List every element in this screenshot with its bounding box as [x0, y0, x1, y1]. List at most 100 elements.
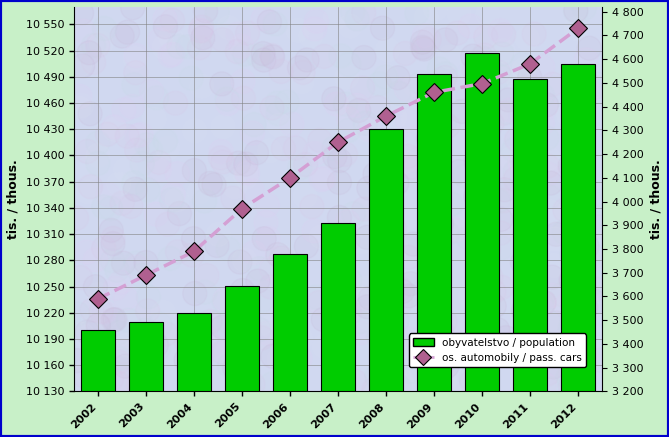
Point	[374, 80, 385, 87]
Point	[355, 329, 366, 336]
Point	[558, 347, 569, 354]
Point	[378, 370, 389, 377]
Point	[132, 132, 142, 139]
Point	[395, 285, 405, 292]
Point	[526, 181, 537, 188]
Point	[496, 51, 507, 58]
Point	[490, 113, 501, 120]
Point	[301, 243, 312, 250]
Point	[159, 44, 169, 51]
Point	[522, 35, 533, 42]
Point	[255, 320, 266, 327]
Bar	[465, 53, 499, 437]
Point	[468, 53, 478, 60]
Bar	[225, 286, 259, 437]
Point	[189, 290, 200, 297]
Point	[581, 298, 591, 305]
Point	[123, 317, 134, 324]
Point	[365, 126, 375, 133]
Point	[377, 227, 387, 234]
Point	[393, 90, 404, 97]
Point	[542, 370, 553, 377]
Point	[253, 52, 264, 59]
Point	[498, 197, 509, 204]
Point	[221, 96, 232, 103]
Point	[458, 379, 469, 386]
Point	[386, 194, 397, 201]
Point	[232, 48, 243, 55]
Point	[113, 358, 124, 365]
Point	[465, 293, 476, 300]
Point	[377, 303, 387, 310]
Point	[273, 110, 284, 117]
Point	[306, 203, 317, 210]
Point	[525, 288, 536, 295]
Point	[345, 23, 355, 30]
Point	[168, 191, 179, 198]
Point	[105, 205, 116, 212]
Point	[537, 120, 548, 127]
Point	[371, 373, 382, 380]
Point	[200, 7, 211, 14]
Point	[403, 292, 414, 299]
Point	[369, 386, 379, 393]
Point	[220, 350, 231, 357]
Point	[107, 257, 118, 264]
Point	[423, 135, 434, 142]
Point	[195, 28, 206, 35]
Point	[450, 227, 461, 234]
Point	[98, 204, 109, 211]
Point	[96, 308, 106, 315]
Point	[217, 36, 227, 43]
Point	[142, 362, 153, 369]
Point	[373, 104, 383, 111]
Point	[328, 320, 339, 327]
Point	[266, 52, 277, 59]
Point	[151, 211, 162, 218]
Point	[289, 325, 300, 332]
Point	[577, 210, 587, 217]
Point	[579, 5, 590, 12]
Point	[137, 160, 148, 167]
Point	[300, 161, 311, 168]
Point	[349, 210, 359, 217]
Point	[589, 84, 600, 91]
Point	[259, 235, 270, 242]
Point	[457, 108, 468, 115]
Point	[437, 328, 448, 335]
Point	[467, 216, 478, 223]
Point	[591, 214, 602, 221]
Point	[455, 320, 466, 327]
Point	[537, 63, 548, 70]
Point	[132, 264, 142, 271]
Point	[242, 30, 253, 37]
Point	[543, 163, 553, 170]
Legend: obyvatelstvo / population, os. automobily / pass. cars: obyvatelstvo / population, os. automobil…	[409, 333, 586, 367]
Point	[254, 265, 265, 272]
Point	[396, 377, 407, 384]
Point	[597, 197, 607, 204]
Bar	[561, 64, 595, 437]
Point	[566, 277, 577, 284]
Point	[194, 188, 205, 195]
Point	[498, 31, 509, 38]
Point	[128, 81, 139, 88]
Point	[88, 42, 99, 49]
Point	[257, 297, 268, 304]
Point	[90, 257, 101, 264]
Point	[270, 21, 280, 28]
Point	[142, 308, 153, 315]
Point	[120, 363, 130, 370]
Point	[434, 66, 445, 73]
Point	[144, 374, 155, 381]
Point	[120, 295, 131, 302]
Point	[486, 274, 496, 281]
Point	[92, 372, 102, 379]
Point	[527, 346, 538, 353]
Point	[215, 154, 226, 161]
Point	[362, 303, 373, 310]
Point	[363, 184, 374, 191]
Point	[148, 338, 159, 345]
Point	[212, 9, 223, 16]
Point	[278, 145, 289, 152]
